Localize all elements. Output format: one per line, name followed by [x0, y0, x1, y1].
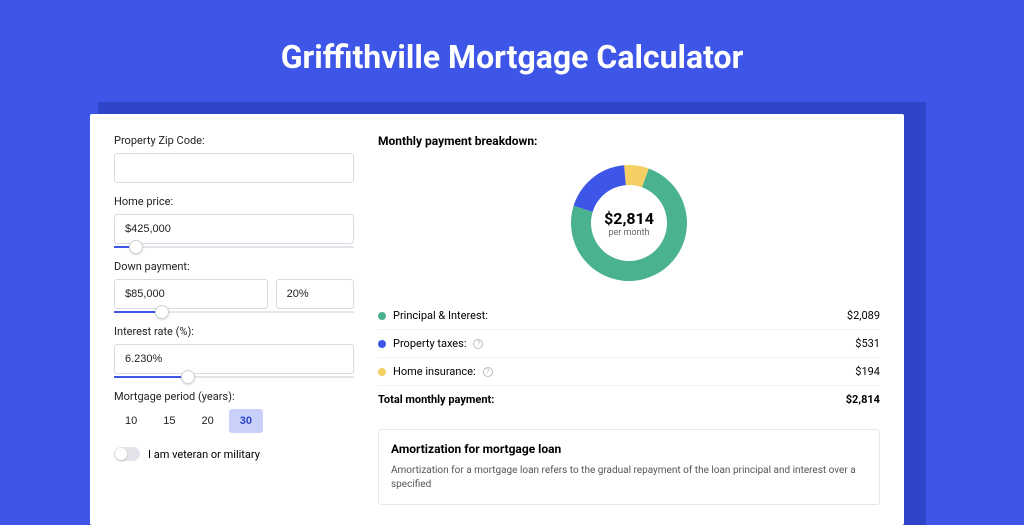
- veteran-row: I am veteran or military: [114, 447, 354, 461]
- info-icon[interactable]: ?: [473, 339, 483, 349]
- period-button-10[interactable]: 10: [114, 409, 148, 433]
- breakdown-row: Home insurance:? $194: [378, 358, 880, 386]
- veteran-toggle[interactable]: [114, 447, 140, 461]
- breakdown-item-value: $2,089: [847, 309, 880, 322]
- breakdown-item-label: Principal & Interest:: [393, 309, 488, 322]
- amortization-box: Amortization for mortgage loan Amortizat…: [378, 429, 880, 505]
- down-payment-pct-input[interactable]: [276, 279, 354, 309]
- donut-chart: $2,814 per month: [568, 162, 690, 284]
- breakdown-row: Principal & Interest: $2,089: [378, 302, 880, 330]
- down-payment-amount-input[interactable]: [114, 279, 268, 309]
- period-row: 10152030: [114, 409, 354, 433]
- interest-rate-slider[interactable]: [114, 376, 354, 378]
- amortization-text: Amortization for a mortgage loan refers …: [391, 464, 867, 492]
- home-price-label: Home price:: [114, 195, 354, 208]
- total-label: Total monthly payment:: [378, 393, 494, 406]
- total-value: $2,814: [846, 393, 880, 406]
- period-button-30[interactable]: 30: [229, 409, 263, 433]
- period-button-20[interactable]: 20: [191, 409, 225, 433]
- breakdown-title: Monthly payment breakdown:: [378, 134, 880, 148]
- home-price-group: Home price:: [114, 195, 354, 248]
- home-price-input[interactable]: [114, 214, 354, 244]
- period-button-15[interactable]: 15: [152, 409, 186, 433]
- interest-rate-label: Interest rate (%):: [114, 325, 354, 338]
- zip-input[interactable]: [114, 153, 354, 183]
- interest-rate-group: Interest rate (%):: [114, 325, 354, 378]
- breakdown-item-label: Home insurance:: [393, 365, 476, 378]
- legend-dot-icon: [378, 368, 386, 376]
- breakdown-item-value: $531: [855, 337, 880, 350]
- home-price-slider[interactable]: [114, 246, 354, 248]
- calculator-card: Property Zip Code: Home price: Down paym…: [90, 114, 904, 525]
- legend-dot-icon: [378, 340, 386, 348]
- interest-rate-input[interactable]: [114, 344, 354, 374]
- donut-center-label: per month: [608, 228, 649, 238]
- form-column: Property Zip Code: Home price: Down paym…: [114, 134, 354, 505]
- breakdown-item-value: $194: [855, 365, 880, 378]
- zip-group: Property Zip Code:: [114, 134, 354, 183]
- donut-center-value: $2,814: [604, 209, 654, 228]
- breakdown-total-row: Total monthly payment: $2,814: [378, 386, 880, 413]
- veteran-label: I am veteran or military: [148, 448, 260, 461]
- amortization-title: Amortization for mortgage loan: [391, 442, 867, 456]
- donut-wrap: $2,814 per month: [378, 162, 880, 284]
- down-payment-group: Down payment:: [114, 260, 354, 313]
- zip-label: Property Zip Code:: [114, 134, 354, 147]
- period-group: Mortgage period (years): 10152030: [114, 390, 354, 433]
- breakdown-column: Monthly payment breakdown: $2,814 per mo…: [378, 134, 880, 505]
- down-payment-slider[interactable]: [114, 311, 354, 313]
- page-title: Griffithville Mortgage Calculator: [0, 38, 1024, 76]
- breakdown-item-label: Property taxes:: [393, 337, 466, 350]
- card-shadow: Property Zip Code: Home price: Down paym…: [98, 102, 926, 525]
- breakdown-list: Principal & Interest: $2,089 Property taxe…: [378, 302, 880, 413]
- down-payment-label: Down payment:: [114, 260, 354, 273]
- info-icon[interactable]: ?: [483, 367, 493, 377]
- legend-dot-icon: [378, 312, 386, 320]
- breakdown-row: Property taxes:? $531: [378, 330, 880, 358]
- period-label: Mortgage period (years):: [114, 390, 354, 403]
